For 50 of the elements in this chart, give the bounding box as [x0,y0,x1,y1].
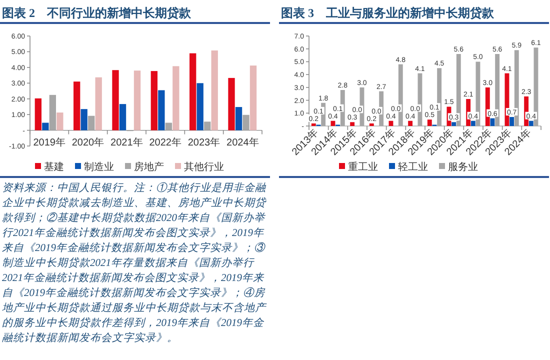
x-tick-label: 2023年 [188,136,220,148]
bar [437,68,442,126]
bar [452,122,456,126]
bar [235,107,242,130]
bar [42,122,49,130]
bar [369,123,374,126]
bar [150,71,158,130]
bar [112,70,119,130]
bar [88,116,95,130]
bar [528,120,534,126]
bar [56,112,64,130]
legend-label: 重工业 [348,161,378,173]
bar [204,122,211,130]
legend-label: 轻工业 [398,161,428,173]
bar [211,50,218,130]
legend-label: 其他行业 [184,161,224,173]
text: 资料来源：中国人民银行。注：①其他行业是用非金融企业中长期贷款减去制造业、基建、房地产业中长期贷款得到；②基建中长期贷款数据2020年来自《国新办举行2021年金融统计数据新闻发布会图文实录》，2019年来自《2019年金融统计数据新闻发布会文字实录》；③制造业中长期贷款2021年存量数据来自《国新办举行2021年金融统计数据新闻发布会图文实录》，2019年来自《2019年金融统计数据新闻发布会文字实录》；④房地产业中长期贷款通过服务业中长期贷款与末不含地产的服务业中长期贷款作差得到，2019年来自《2019年金融统计数据新闻发布会文字实录》。 [2,183,266,344]
x-tick-label: 2019年 [33,136,66,148]
bar [470,120,476,126]
legend-label: 基建 [44,161,64,173]
x-tick-label: 2022年 [149,136,182,148]
bar [119,104,126,130]
chart-title: 图表 3 工业与服务业的新增中长期贷款 [280,5,495,22]
bar [74,82,80,130]
legend-label: 服务业 [448,161,478,173]
bar [134,70,141,130]
bar [49,94,56,130]
bar [311,123,316,126]
legend-label: 房地产 [134,161,164,173]
legend-label: 制造业 [84,161,114,173]
bar [250,66,257,130]
bar [172,66,180,130]
bar [158,90,165,130]
bar [427,120,432,126]
bar [242,114,250,130]
bar [495,54,500,126]
bar [408,120,413,126]
bar [165,122,172,130]
x-tick-label: 2021年 [110,136,143,148]
bar [228,78,235,130]
bar [80,109,88,130]
chart-title: 图表 2 不同行业的新增中长期贷款 [1,5,192,22]
bar [510,117,514,126]
bar [350,122,355,126]
x-tick-label: 2020年 [72,136,104,148]
bar [34,98,42,130]
bar [196,83,204,130]
bar [95,77,102,130]
bar [190,53,196,130]
x-tick-label: 2024年 [226,136,259,148]
